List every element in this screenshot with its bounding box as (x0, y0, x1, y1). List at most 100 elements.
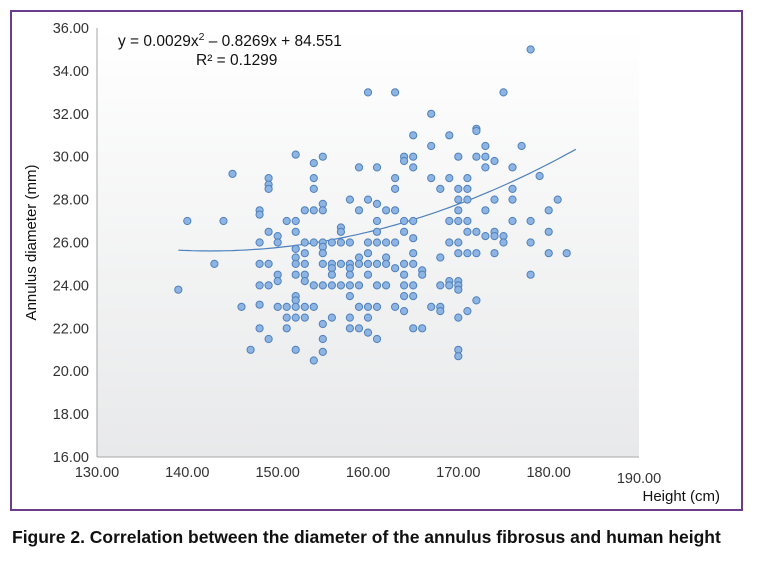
data-point (526, 216, 535, 226)
y-tick-label: 18.00 (53, 407, 89, 423)
y-tick-label: 32.00 (53, 107, 89, 123)
data-point (526, 270, 535, 279)
data-point (463, 227, 472, 236)
data-point (354, 324, 364, 333)
data-point (282, 313, 291, 322)
y-tick-label: 26.00 (53, 236, 89, 252)
data-point (336, 227, 345, 236)
data-point (318, 206, 327, 215)
data-point (436, 307, 445, 316)
data-point (409, 163, 418, 172)
data-point (454, 285, 463, 294)
data-point (454, 249, 463, 258)
data-point (535, 171, 544, 181)
data-point (409, 249, 418, 258)
data-point (363, 88, 373, 97)
data-point (309, 206, 318, 215)
data-point (291, 270, 300, 279)
data-point (409, 259, 418, 268)
data-point (363, 302, 373, 311)
data-point (318, 334, 327, 344)
data-point (255, 281, 264, 290)
scatter-chart: 16.00 18.00 20.00 22.00 24.00 26.00 28.00 30.00… (23, 21, 720, 505)
trendline-equation: y = 0.0029x2 – 0.8269x + 84.551 (118, 31, 342, 50)
data-point (291, 216, 300, 226)
data-point (427, 302, 436, 311)
data-point (472, 296, 481, 305)
data-point (409, 281, 418, 290)
data-point (391, 264, 400, 273)
x-tick-label: 190.00 (617, 471, 661, 487)
data-point (345, 313, 354, 322)
data-point (273, 277, 282, 286)
data-point (309, 174, 318, 183)
data-point (372, 302, 382, 311)
data-point (400, 227, 409, 236)
data-point (255, 259, 264, 268)
data-point (264, 227, 273, 236)
data-point (409, 152, 418, 161)
data-point (454, 352, 463, 361)
data-point (300, 313, 309, 322)
data-point (363, 195, 373, 204)
data-point (472, 249, 481, 258)
data-point (481, 232, 490, 241)
data-point (454, 184, 463, 193)
data-point (300, 302, 309, 311)
data-point (490, 232, 499, 241)
data-point (472, 126, 481, 136)
data-point (300, 259, 309, 268)
data-point (391, 184, 400, 193)
data-point (436, 281, 445, 290)
y-axis-label: Annulus diameter (mm) (23, 165, 40, 321)
data-point (481, 163, 490, 172)
data-point (300, 206, 309, 215)
data-point (499, 88, 508, 97)
data-point (463, 307, 472, 316)
data-point (318, 259, 327, 268)
data-point (445, 216, 454, 226)
data-point (300, 277, 309, 286)
data-point (354, 206, 364, 215)
data-point (481, 141, 490, 151)
data-point (463, 195, 472, 204)
data-point (363, 270, 373, 279)
data-point (391, 238, 400, 247)
data-point (345, 292, 354, 301)
data-point (463, 184, 472, 193)
data-point (183, 216, 192, 226)
data-point (400, 281, 409, 290)
data-point (210, 259, 219, 268)
data-point (309, 281, 318, 290)
data-point (436, 184, 445, 193)
data-point (264, 334, 273, 344)
data-point (454, 195, 463, 204)
data-point (318, 249, 327, 258)
data-point (336, 281, 345, 290)
data-point (409, 292, 418, 301)
data-point (400, 216, 409, 226)
data-point (382, 281, 391, 290)
data-point (463, 174, 472, 183)
data-point (327, 313, 336, 322)
data-point (544, 206, 553, 215)
data-point (400, 270, 409, 279)
data-point (472, 152, 481, 161)
data-point (291, 227, 300, 236)
data-point (345, 195, 354, 204)
data-point (391, 302, 400, 311)
data-point (427, 109, 436, 118)
data-point (409, 131, 418, 140)
y-tick-label: 16.00 (53, 450, 89, 466)
data-point (391, 88, 400, 97)
data-point (300, 249, 309, 258)
data-point (372, 199, 382, 208)
y-tick-label: 22.00 (53, 321, 89, 337)
data-point (382, 259, 391, 268)
data-point (174, 285, 183, 294)
data-point (345, 238, 354, 247)
data-point (400, 259, 409, 268)
data-point (345, 324, 354, 333)
data-point (382, 206, 391, 215)
data-point (372, 163, 382, 172)
